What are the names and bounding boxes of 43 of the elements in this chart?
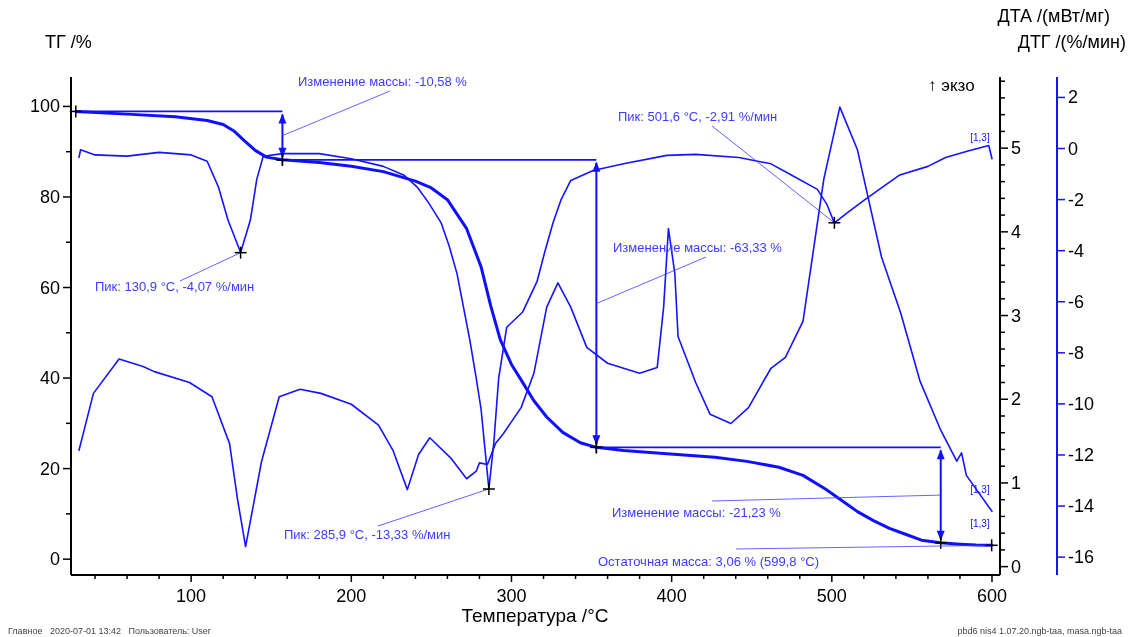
x-tick-label: 200 — [336, 586, 367, 606]
series-label: [1,3] — [970, 518, 990, 530]
x-tick-label: 100 — [176, 586, 207, 606]
y2-tick-label: 0 — [1011, 556, 1022, 577]
y3-tick-label: -12 — [1068, 444, 1095, 465]
y2-axis-title: ДТА /(мВт/мг) — [997, 6, 1110, 26]
annotation: Пик: 285,9 °C, -13,33 %/мин — [284, 527, 451, 542]
y3-tick-label: -4 — [1068, 240, 1085, 261]
y3-tick-label: -2 — [1068, 189, 1085, 210]
y2-tick-label: 3 — [1011, 305, 1022, 326]
text: Главное 2020-07-01 13:42 Пользователь: User — [8, 626, 211, 636]
y2-tick-label: 5 — [1011, 138, 1022, 159]
annotation: Пик: 130,9 °C, -4,07 %/мин — [95, 279, 255, 294]
y-tick-label: 20 — [39, 458, 60, 479]
annotation: Остаточная масса: 3,06 % (599,8 °C) — [598, 554, 820, 569]
y3-tick-label: 2 — [1068, 87, 1079, 108]
x-tick-label: 500 — [816, 586, 847, 606]
y3-tick-label: -8 — [1068, 342, 1085, 363]
y3-tick-label: -14 — [1068, 496, 1095, 517]
y3-tick-label: 0 — [1068, 138, 1079, 159]
y-tick-label: 80 — [39, 186, 60, 207]
y-tick-label: 40 — [39, 368, 60, 389]
annotation: Пик: 501,6 °C, -2,91 %/мин — [618, 109, 778, 124]
y3-axis-title: ДТГ /(%/мин) — [1017, 32, 1126, 52]
y2-tick-label: 4 — [1011, 221, 1022, 242]
y-tick-label: 0 — [49, 549, 60, 570]
y2-tick-label: 2 — [1011, 389, 1022, 410]
x-tick-label: 600 — [976, 586, 1008, 606]
annotation: Изменение массы: -10,58 % — [298, 74, 468, 89]
x-tick-label: 400 — [656, 586, 687, 606]
y3-tick-label: -16 — [1068, 547, 1095, 568]
annotation: ↑ экзо — [928, 76, 975, 95]
y3-tick-label: -10 — [1068, 393, 1095, 414]
annotation: Изменение массы: -21,23 % — [612, 505, 782, 520]
y-tick-label: 60 — [39, 277, 60, 298]
series-label: [1,3] — [970, 131, 990, 143]
y-axis-title: ТГ /% — [45, 32, 92, 52]
y3-tick-label: -6 — [1068, 291, 1085, 312]
y2-tick-label: 1 — [1011, 472, 1022, 493]
y-tick-label: 100 — [29, 96, 60, 117]
x-tick-label: 300 — [496, 586, 527, 606]
x-axis-title: Температура /°C — [461, 605, 609, 626]
text: pbd6 nis4 1.07.20.ngb-taa, masa.ngb-taa — [957, 626, 1122, 636]
